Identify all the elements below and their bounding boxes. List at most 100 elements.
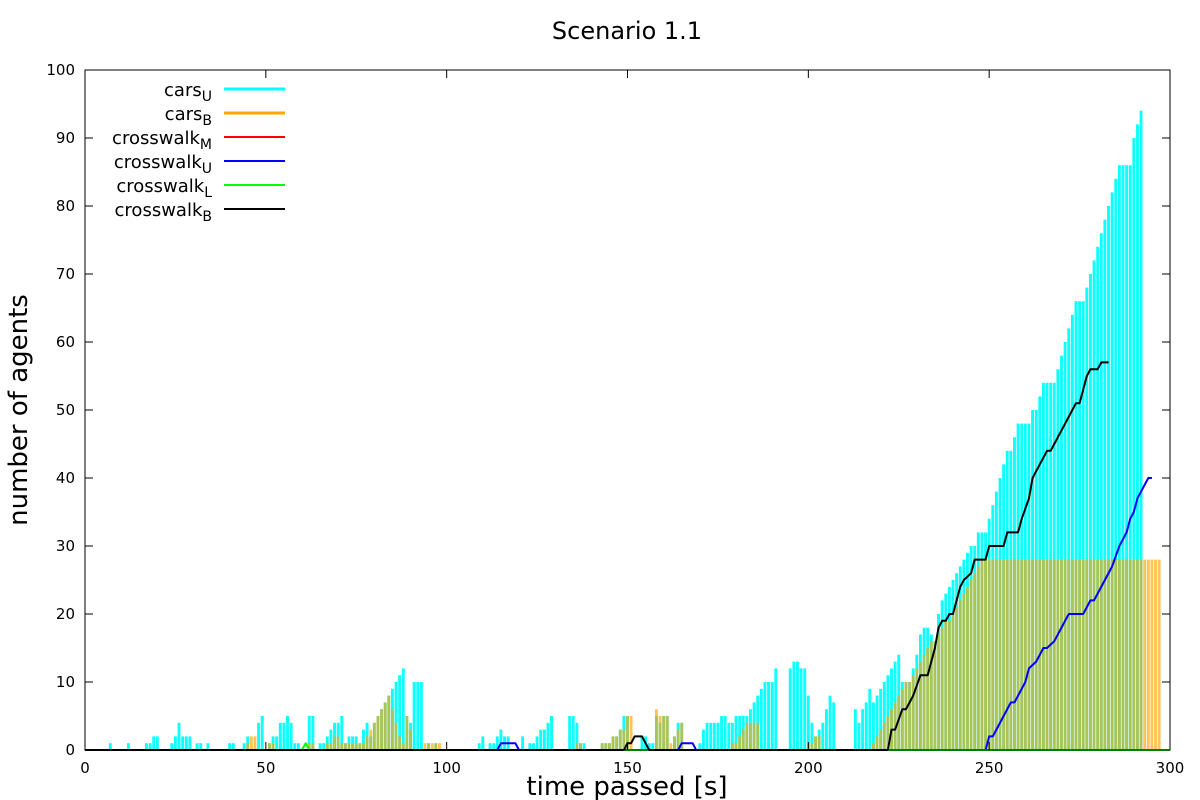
bar <box>1136 124 1139 750</box>
bar <box>387 695 391 750</box>
bar <box>148 743 152 750</box>
bar <box>325 743 329 750</box>
bar <box>1146 559 1150 750</box>
bar <box>430 743 434 750</box>
bar <box>730 743 734 750</box>
bar <box>532 743 535 750</box>
bar <box>495 736 499 750</box>
bar <box>372 722 376 750</box>
bar <box>499 729 503 750</box>
bar <box>933 641 937 750</box>
bar <box>582 743 586 750</box>
bar <box>173 736 177 750</box>
bar <box>1063 559 1067 750</box>
bar <box>897 695 901 750</box>
legend-label: carsU <box>164 80 212 105</box>
bar <box>358 743 362 750</box>
bar <box>1099 233 1103 750</box>
bar <box>875 736 879 750</box>
y-tick-label: 50 <box>56 401 75 419</box>
bar <box>738 716 742 750</box>
bar <box>1056 559 1060 750</box>
bar <box>604 743 608 750</box>
bar <box>1060 559 1063 750</box>
bar <box>658 716 662 750</box>
bar <box>803 668 807 750</box>
bar <box>282 722 286 750</box>
bar <box>257 722 261 750</box>
bar <box>1085 287 1089 750</box>
bar <box>181 736 185 750</box>
bar <box>481 736 485 750</box>
x-tick-label: 50 <box>256 759 275 777</box>
bar <box>709 722 713 750</box>
bar <box>991 559 995 750</box>
bar <box>437 743 441 750</box>
bar <box>828 695 832 750</box>
bar <box>745 722 749 750</box>
legend-label: crosswalkL <box>116 176 212 201</box>
bar <box>814 736 818 750</box>
bar <box>734 743 738 750</box>
bar <box>380 709 384 750</box>
bar <box>318 743 322 750</box>
bar <box>340 743 344 750</box>
bar <box>806 695 810 750</box>
ticks-layer: 0 50 100 150 200 250 300 0 10 20 30 40 50 60 70 80 90 100 <box>46 61 1184 777</box>
bar <box>611 736 615 750</box>
bar <box>184 736 188 750</box>
bar <box>1045 559 1049 750</box>
line-series-crosswalk-u <box>85 477 1152 751</box>
bar <box>1052 559 1056 750</box>
bar <box>767 682 770 750</box>
legend-entry: crosswalkB <box>115 200 285 225</box>
y-tick-label: 0 <box>65 741 75 759</box>
bar <box>539 729 543 750</box>
bar <box>155 736 159 750</box>
bar <box>398 675 402 750</box>
bar <box>145 743 148 750</box>
bar <box>1114 559 1118 750</box>
legend-label: crosswalkB <box>115 200 212 225</box>
bar <box>969 580 973 750</box>
bar <box>1049 559 1053 750</box>
bar <box>416 682 420 750</box>
bar <box>253 736 257 750</box>
bar <box>955 607 959 750</box>
bar <box>734 716 738 750</box>
bar <box>246 743 250 750</box>
bar <box>1092 260 1096 750</box>
bar <box>1034 559 1038 750</box>
bar <box>1125 165 1129 750</box>
bar <box>275 736 279 750</box>
bar <box>242 743 246 750</box>
bar <box>1117 165 1121 750</box>
bar <box>1107 559 1110 750</box>
bar <box>394 682 398 750</box>
bar <box>311 743 315 750</box>
bar <box>126 743 130 750</box>
bar <box>640 736 644 750</box>
bar <box>1121 165 1125 750</box>
bar <box>662 716 666 750</box>
legend-entry: carsU <box>164 80 285 105</box>
legend-label: crosswalkM <box>112 128 212 153</box>
bar <box>951 614 955 750</box>
bar <box>369 729 373 750</box>
bar <box>1092 559 1096 750</box>
bar <box>329 729 333 750</box>
bar <box>1078 301 1082 750</box>
bar-series-cars-b <box>246 559 1161 750</box>
bar <box>926 648 930 750</box>
bar <box>405 716 409 750</box>
bar <box>1132 138 1136 750</box>
bar <box>550 716 553 750</box>
bar <box>774 668 778 750</box>
bar <box>528 743 532 750</box>
bar <box>875 695 879 750</box>
bar <box>535 736 539 750</box>
bar <box>394 722 398 750</box>
bar <box>998 559 1002 750</box>
bar <box>727 722 731 750</box>
bar <box>170 743 174 750</box>
